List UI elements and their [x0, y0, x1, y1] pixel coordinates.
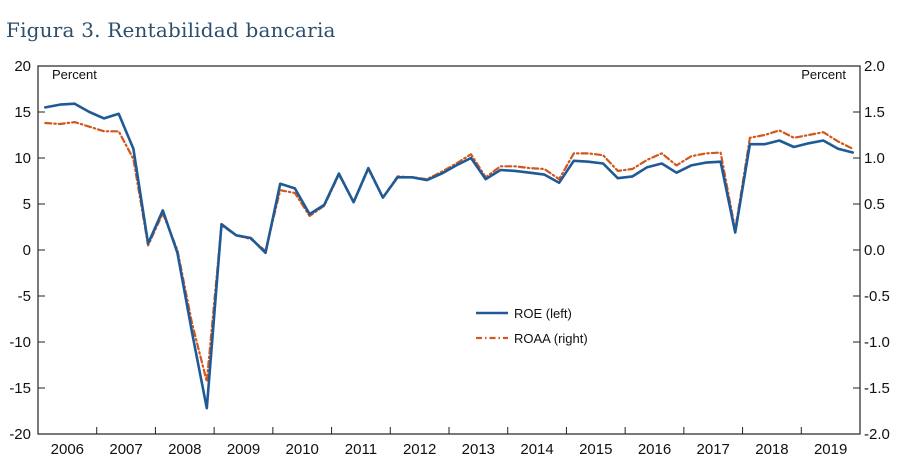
x-axis-year-label: 2015: [579, 441, 612, 458]
series-layer: [43, 102, 855, 410]
x-axis-year-label: 2017: [697, 441, 730, 458]
left-axis-tick-label: 20: [14, 58, 31, 75]
right-axis-tick-label: 0.0: [864, 242, 885, 259]
legend: ROE (left) ROAA (right): [476, 306, 588, 346]
x-axis-year-label: 2014: [520, 441, 553, 458]
x-axis-year-label: 2006: [51, 441, 84, 458]
left-axis-tick-label: -10: [9, 334, 31, 351]
right-axis-tick-label: 1.0: [864, 150, 885, 167]
left-axis-tick-label: -5: [18, 288, 31, 305]
x-axis-year-label: 2011: [345, 441, 377, 458]
x-axis-year-label: 2013: [462, 441, 495, 458]
right-axis-unit: Percent: [801, 67, 846, 82]
right-axis-tick-label: 1.5: [864, 104, 885, 121]
right-axis-tick-label: -1.0: [864, 334, 890, 351]
left-axis-tick-label: 0: [23, 242, 31, 259]
left-axis-tick-label: 10: [14, 150, 31, 167]
roe-series-line: [43, 102, 855, 410]
x-axis-year-label: 2016: [638, 441, 671, 458]
left-axis-tick-label: 15: [14, 104, 31, 121]
plot-area: [37, 65, 861, 435]
x-axis-year-label: 2012: [403, 441, 436, 458]
left-axis: 20 15 10 5 0 -5 -10 -15 -20: [9, 58, 45, 443]
left-axis-tick-label: -20: [9, 426, 31, 443]
right-axis: 2.0 1.5 1.0 0.5 0.0 -0.5 -1.0 -1.5 -2.0: [853, 58, 890, 443]
right-axis-tick-label: -2.0: [864, 426, 890, 443]
right-axis-tick-label: -0.5: [864, 288, 890, 305]
x-axis-year-label: 2018: [755, 441, 788, 458]
left-axis-tick-label: -15: [9, 380, 31, 397]
x-axis-year-label: 2009: [227, 441, 260, 458]
figure-title: Figura 3. Rentabilidad bancaria: [6, 18, 336, 42]
right-axis-tick-label: 2.0: [864, 58, 885, 75]
legend-roe-label: ROE (left): [514, 306, 572, 321]
x-axis-year-label: 2008: [168, 441, 201, 458]
x-axis-year-label: 2010: [286, 441, 319, 458]
right-axis-tick-label: 0.5: [864, 196, 885, 213]
x-axis-year-label: 2007: [109, 441, 142, 458]
right-axis-tick-label: -1.5: [864, 380, 890, 397]
left-axis-unit: Percent: [52, 67, 97, 82]
legend-roaa-label: ROAA (right): [514, 331, 588, 346]
left-axis-tick-label: 5: [23, 196, 31, 213]
x-axis-year-label: 2019: [814, 441, 847, 458]
x-axis: 2006 2007 2008 2009 2010 2011 2012 2013 2014 2015…: [51, 427, 847, 458]
